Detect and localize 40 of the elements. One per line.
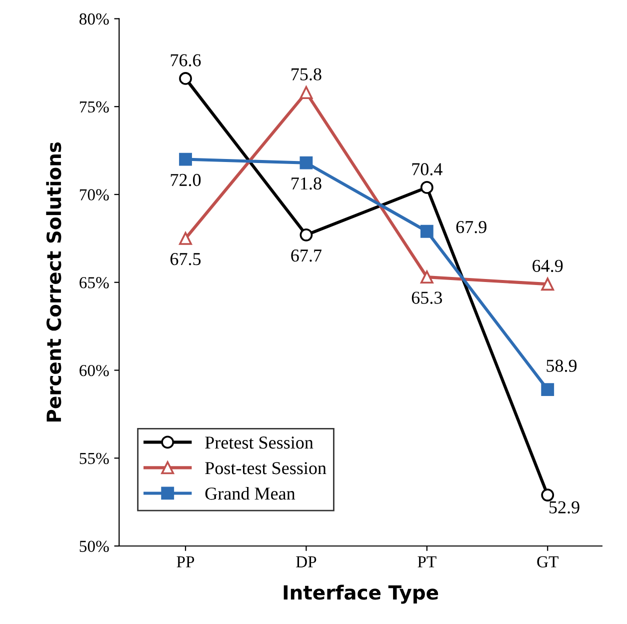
y-tick-label: 55% xyxy=(80,452,109,464)
point xyxy=(420,224,434,238)
y-axis-title: Percent Correct Solutions xyxy=(46,142,62,422)
point xyxy=(420,180,434,194)
data-label: 52.9 xyxy=(550,501,580,514)
data-label: 72.0 xyxy=(170,174,201,186)
data-label: 76.6 xyxy=(170,54,201,66)
y-tick-label: 50% xyxy=(80,540,109,552)
data-label: 67.5 xyxy=(170,253,201,266)
data-label: 67.9 xyxy=(456,220,486,234)
y-tick-label: 70% xyxy=(80,189,109,200)
y-tick-label: 75% xyxy=(80,101,109,113)
point xyxy=(179,152,192,166)
point xyxy=(300,156,313,170)
point xyxy=(420,270,434,284)
y-tick-label: 65% xyxy=(80,277,109,288)
data-label: 67.7 xyxy=(291,250,322,262)
legend-label: Grand Mean xyxy=(205,487,296,500)
y-tick-label: 60% xyxy=(80,364,109,376)
legend-label: Pretest Session xyxy=(205,436,314,449)
point xyxy=(179,72,192,85)
legend-label: Post-test Session xyxy=(205,462,326,474)
data-label: 58.9 xyxy=(546,360,577,372)
y-tick-label: 80% xyxy=(79,13,109,25)
x-tick-label: PP xyxy=(176,556,194,568)
point xyxy=(541,278,554,291)
point xyxy=(541,383,554,396)
data-label: 75.8 xyxy=(292,68,322,80)
point xyxy=(179,232,192,245)
x-axis-title: Interface Type xyxy=(284,584,438,604)
x-tick-label: DP xyxy=(296,556,316,568)
x-tick-label: PT xyxy=(418,556,436,568)
x-tick-label: GT xyxy=(537,556,558,568)
data-label: 71.8 xyxy=(292,177,322,190)
point xyxy=(541,488,554,502)
data-label: 65.3 xyxy=(412,292,442,304)
point xyxy=(300,228,313,242)
data-label: 64.9 xyxy=(532,260,563,272)
point xyxy=(300,86,313,99)
data-label: 70.4 xyxy=(412,163,442,176)
